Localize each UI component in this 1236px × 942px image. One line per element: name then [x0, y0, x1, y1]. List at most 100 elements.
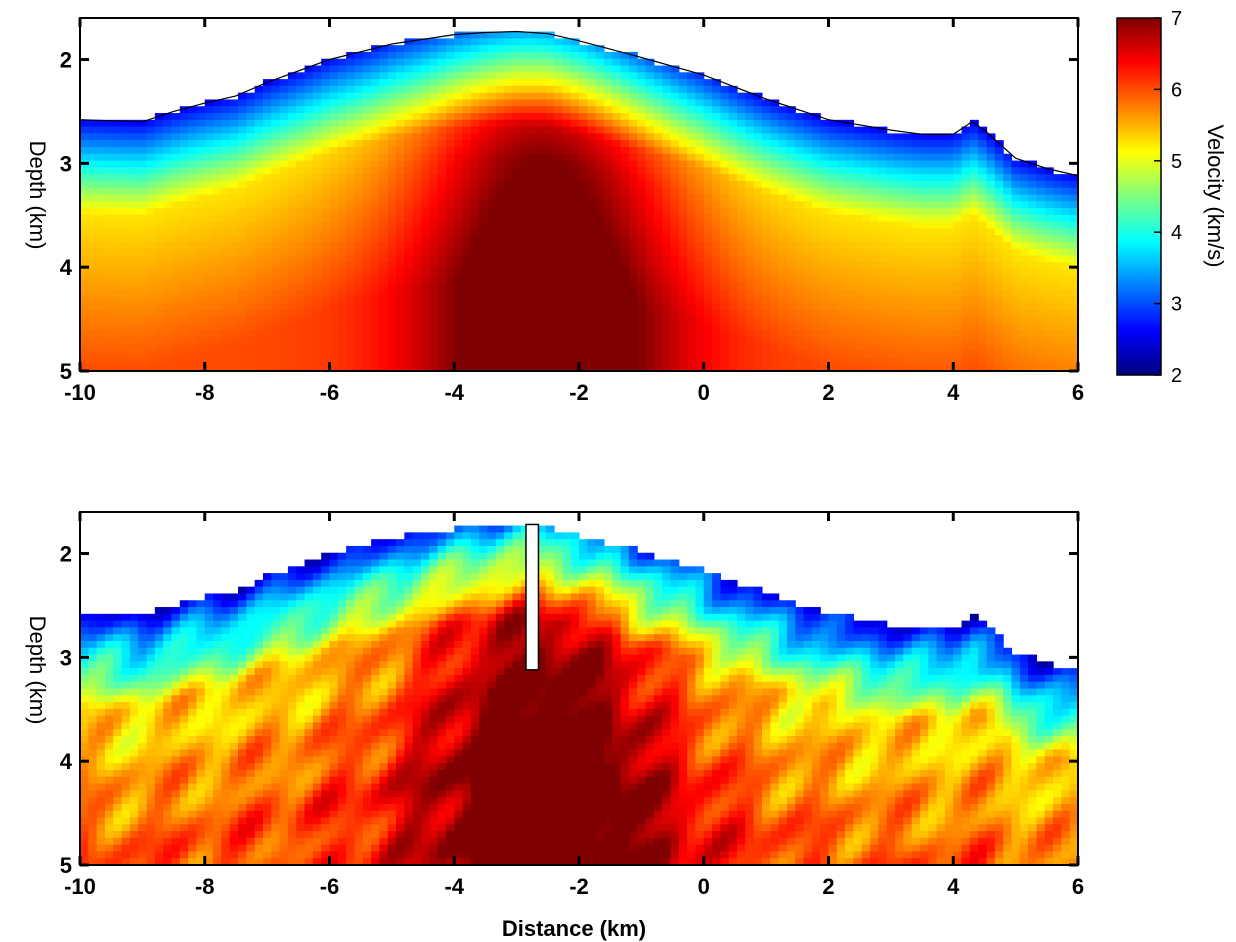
velocity-cell	[129, 343, 139, 352]
velocity-cell	[969, 296, 979, 304]
velocity-cell	[978, 323, 988, 331]
velocity-cell	[512, 309, 522, 318]
velocity-cell	[138, 343, 148, 352]
velocity-cell	[936, 343, 946, 352]
velocity-cell	[545, 51, 555, 60]
velocity-cell	[645, 296, 655, 304]
velocity-cell	[246, 167, 256, 175]
velocity-cell	[80, 282, 89, 291]
velocity-cell	[728, 106, 738, 114]
velocity-cell	[238, 282, 247, 291]
velocity-cell	[761, 106, 771, 114]
velocity-cell	[737, 235, 746, 243]
velocity-cell	[1028, 303, 1038, 311]
velocity-cell	[287, 187, 297, 196]
velocity-cell	[221, 303, 231, 311]
velocity-cell	[337, 337, 347, 345]
velocity-cell	[371, 85, 380, 94]
velocity-cell	[878, 303, 888, 311]
velocity-cell	[1003, 235, 1013, 243]
velocity-cell	[1036, 242, 1046, 250]
velocity-cell	[104, 194, 114, 202]
velocity-cell	[396, 167, 405, 175]
velocity-cell	[687, 106, 697, 114]
velocity-cell	[562, 269, 572, 277]
velocity-cell	[695, 221, 705, 230]
velocity-cell	[354, 343, 364, 352]
velocity-cell	[587, 269, 597, 277]
velocity-cell	[620, 167, 630, 175]
velocity-cell	[670, 133, 680, 141]
velocity-cell	[728, 214, 738, 223]
velocity-cell	[1036, 248, 1046, 257]
velocity-cell	[121, 269, 131, 277]
velocity-cell	[944, 201, 954, 209]
velocity-cell	[620, 269, 630, 277]
velocity-cell	[811, 255, 821, 263]
velocity-cell	[1003, 248, 1013, 257]
velocity-cell	[628, 228, 638, 236]
velocity-cell	[470, 330, 480, 338]
velocity-cell	[437, 214, 447, 223]
velocity-cell	[554, 275, 563, 284]
velocity-cell	[870, 146, 879, 155]
velocity-cell	[753, 296, 763, 304]
velocity-cell	[620, 194, 630, 202]
velocity-cell	[712, 140, 721, 148]
velocity-cell	[870, 255, 879, 263]
velocity-cell	[529, 316, 539, 325]
velocity-cell	[354, 214, 364, 223]
velocity-cell	[213, 323, 222, 331]
velocity-cell	[462, 51, 472, 60]
velocity-cell	[312, 255, 322, 263]
velocity-cell	[695, 255, 705, 263]
velocity-cell	[595, 208, 605, 216]
velocity-cell	[529, 119, 539, 128]
velocity-cell	[687, 316, 697, 325]
velocity-cell	[487, 242, 497, 250]
velocity-cell	[387, 289, 397, 297]
velocity-cell	[188, 201, 198, 209]
velocity-cell	[811, 316, 821, 325]
velocity-cell	[171, 160, 181, 168]
velocity-cell	[512, 45, 522, 53]
velocity-cell	[637, 113, 647, 121]
velocity-cell	[504, 38, 514, 46]
velocity-cell	[853, 180, 863, 189]
velocity-cell	[138, 350, 148, 359]
velocity-cell	[836, 208, 846, 216]
velocity-cell	[595, 255, 605, 263]
velocity-cell	[171, 323, 181, 331]
velocity-cell	[121, 140, 131, 148]
velocity-cell	[213, 228, 222, 236]
velocity-cell	[337, 113, 347, 121]
velocity-cell	[554, 79, 563, 87]
velocity-cell	[520, 85, 530, 94]
velocity-cell	[678, 364, 688, 371]
velocity-cell	[196, 303, 206, 311]
velocity-cell	[670, 337, 680, 345]
velocity-cell	[753, 133, 763, 141]
velocity-cell	[312, 146, 322, 155]
velocity-cell	[936, 194, 946, 202]
velocity-cell	[703, 343, 713, 352]
velocity-cell	[537, 79, 547, 87]
velocity-cell	[986, 330, 996, 338]
velocity-cell	[986, 208, 996, 216]
velocity-cell	[271, 99, 281, 107]
velocity-cell	[778, 133, 788, 141]
velocity-cell	[895, 255, 904, 263]
velocity-cell	[570, 235, 580, 243]
velocity-cell	[653, 269, 663, 277]
velocity-cell	[579, 174, 588, 182]
velocity-cell	[529, 357, 539, 365]
velocity-cell	[163, 140, 173, 148]
velocity-cell	[354, 275, 364, 284]
velocity-cell	[262, 187, 272, 196]
velocity-cell	[179, 255, 189, 263]
velocity-cell	[113, 221, 123, 230]
velocity-cell	[371, 58, 380, 67]
velocity-cell	[895, 228, 904, 236]
velocity-cell	[529, 180, 539, 189]
velocity-cell	[121, 214, 131, 223]
